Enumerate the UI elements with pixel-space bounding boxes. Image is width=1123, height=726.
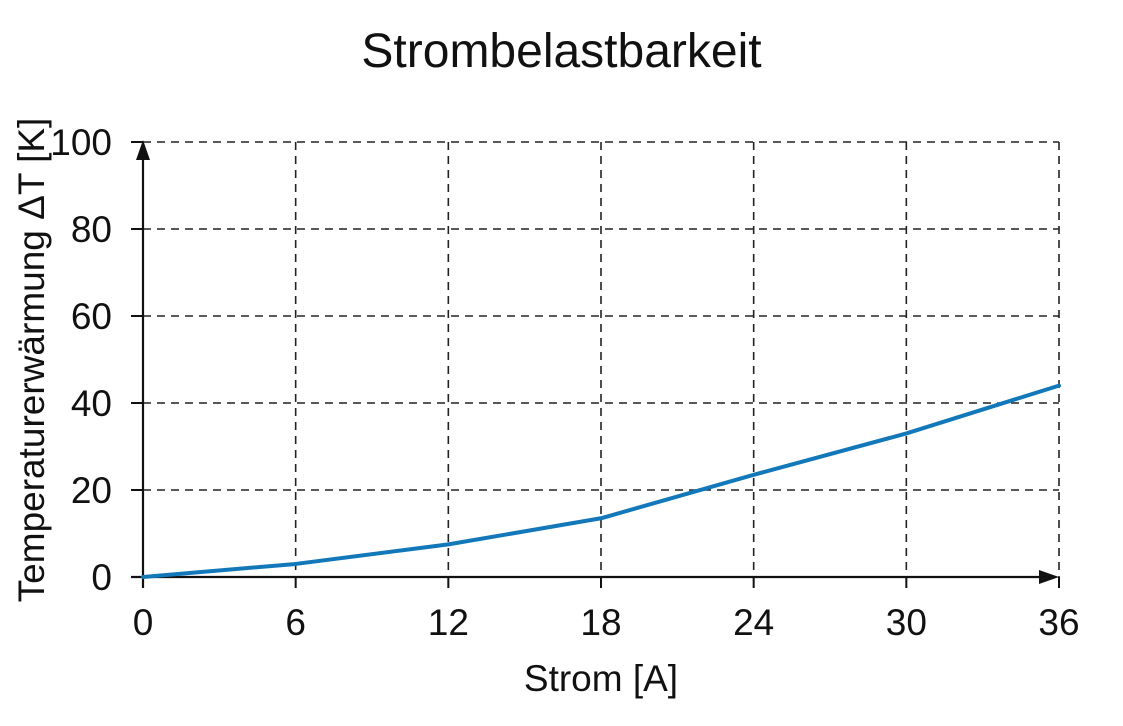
data-series-line [141,383,1061,579]
y-tick-label: 100 [50,122,112,163]
x-tick-label: 0 [133,602,154,643]
x-tick-label: 24 [733,602,774,643]
y-tick-label: 20 [71,470,112,511]
x-axis-label: Strom [A] [523,658,679,699]
y-axis-arrowhead [136,140,150,160]
chart-title: Strombelastbarkeit [361,25,762,78]
y-tick-label: 60 [71,296,112,337]
y-tick-label: 0 [91,557,112,598]
y-tick-label: 80 [71,209,112,250]
x-tick-label: 12 [428,602,469,643]
y-axis-label: Temperaturerwärmung ΔT [K] [11,117,52,603]
x-tick-label: 36 [1038,602,1079,643]
x-tick-label: 6 [285,602,306,643]
y-tick-label: 40 [71,383,112,424]
x-tick-label: 18 [580,602,621,643]
x-axis-arrowhead [1039,570,1059,584]
x-tick-label: 30 [886,602,927,643]
